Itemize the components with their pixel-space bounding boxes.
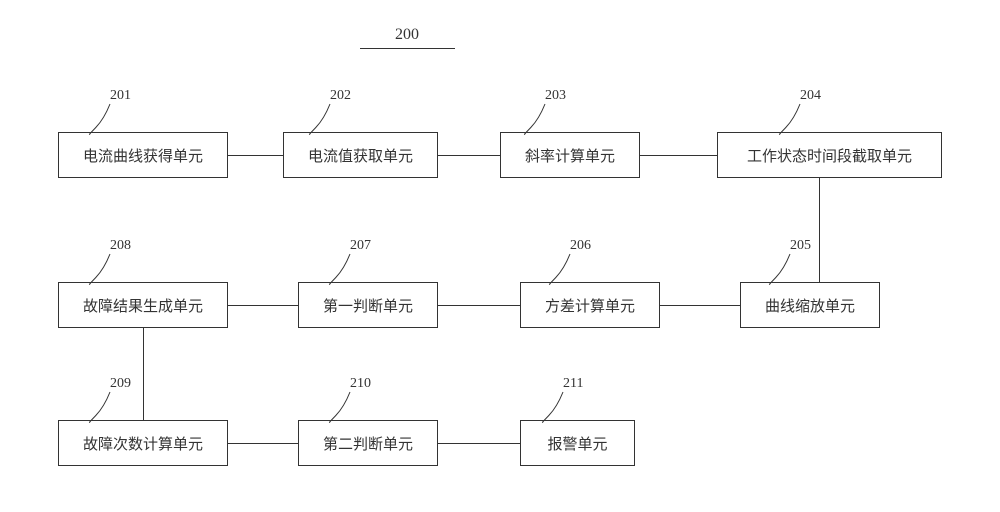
node-204: 工作状态时间段截取单元 xyxy=(717,132,942,178)
edge-n206-n207 xyxy=(438,305,520,306)
ref-leader-201 xyxy=(86,102,114,136)
edge-n207-n208 xyxy=(228,305,298,306)
ref-leader-210 xyxy=(326,390,354,424)
ref-label-202: 202 xyxy=(330,88,351,104)
node-205: 曲线缩放单元 xyxy=(740,282,880,328)
edge-n204-n205 xyxy=(819,178,820,282)
ref-leader-205 xyxy=(766,252,794,286)
ref-leader-209 xyxy=(86,390,114,424)
edge-n208-n209 xyxy=(143,328,144,420)
ref-label-210: 210 xyxy=(350,376,371,392)
ref-label-203: 203 xyxy=(545,88,566,104)
ref-leader-202 xyxy=(306,102,334,136)
node-206: 方差计算单元 xyxy=(520,282,660,328)
edge-n203-n204 xyxy=(640,155,717,156)
ref-label-211: 211 xyxy=(563,376,583,392)
ref-label-206: 206 xyxy=(570,238,591,254)
node-208: 故障结果生成单元 xyxy=(58,282,228,328)
ref-leader-204 xyxy=(776,102,804,136)
edge-n202-n203 xyxy=(438,155,500,156)
ref-label-205: 205 xyxy=(790,238,811,254)
edge-n209-n210 xyxy=(228,443,298,444)
edge-n205-n206 xyxy=(660,305,740,306)
edge-n201-n202 xyxy=(228,155,283,156)
figure-number: 200 xyxy=(395,26,419,44)
node-202: 电流值获取单元 xyxy=(283,132,438,178)
ref-label-204: 204 xyxy=(800,88,821,104)
ref-leader-206 xyxy=(546,252,574,286)
ref-label-209: 209 xyxy=(110,376,131,392)
node-211: 报警单元 xyxy=(520,420,635,466)
ref-leader-207 xyxy=(326,252,354,286)
ref-leader-203 xyxy=(521,102,549,136)
ref-leader-211 xyxy=(539,390,567,424)
node-207: 第一判断单元 xyxy=(298,282,438,328)
edge-n210-n211 xyxy=(438,443,520,444)
ref-leader-208 xyxy=(86,252,114,286)
node-201: 电流曲线获得单元 xyxy=(58,132,228,178)
figure-underline xyxy=(360,48,455,49)
ref-label-207: 207 xyxy=(350,238,371,254)
ref-label-201: 201 xyxy=(110,88,131,104)
node-209: 故障次数计算单元 xyxy=(58,420,228,466)
node-203: 斜率计算单元 xyxy=(500,132,640,178)
ref-label-208: 208 xyxy=(110,238,131,254)
node-210: 第二判断单元 xyxy=(298,420,438,466)
